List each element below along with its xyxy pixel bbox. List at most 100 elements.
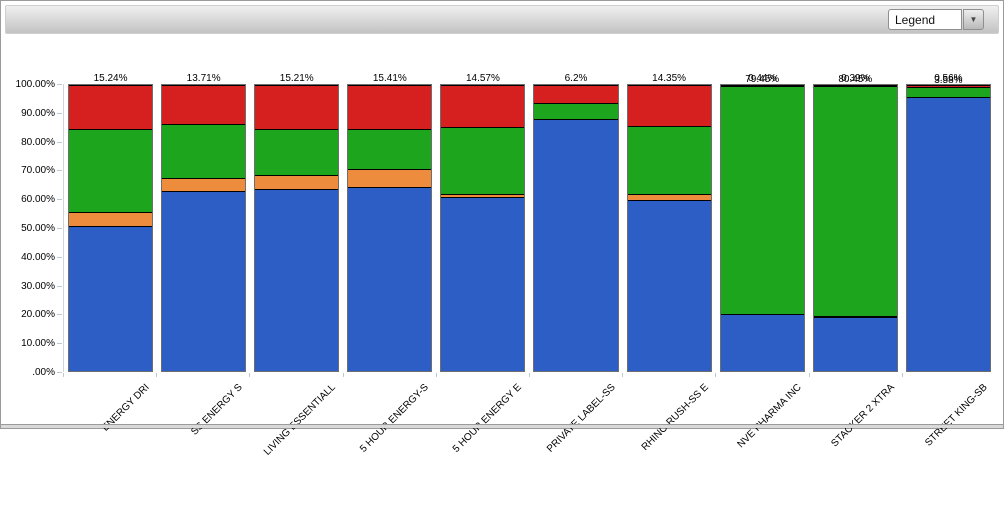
bar-segment-series-red[interactable]: [69, 85, 153, 129]
y-axis-tick-mark: [57, 170, 62, 172]
bar-segment-series-blue[interactable]: [906, 96, 990, 371]
x-axis-tick-mark: [901, 373, 903, 377]
bar-segment-series-orange[interactable]: [348, 169, 432, 187]
y-axis-tick-mark: [57, 256, 62, 258]
y-axis: 100.00% 90.00% 80.00% 70.00% 60.00% 50.00% 40.…: [1, 80, 62, 378]
bar-segment-series-red[interactable]: [720, 85, 804, 87]
bar: 95.86%3.58%0.56%: [905, 73, 991, 372]
segment-value-label: 0.44%: [748, 73, 777, 84]
bar-segment-series-red[interactable]: [255, 85, 339, 129]
bar: 59.91%1.94%23.79%14.35%: [626, 73, 712, 372]
y-axis-tick-label: 40.00%: [21, 251, 55, 263]
legend-dropdown-button[interactable]: ▼: [963, 9, 984, 30]
x-axis-tick-mark: [622, 373, 624, 377]
legend-dropdown-field[interactable]: Legend: [888, 9, 962, 30]
bar: 64.34%6.16%14.1%15.41%: [347, 73, 433, 372]
x-axis-tick-mark: [63, 373, 64, 377]
x-axis-tick-mark: [529, 373, 530, 377]
segment-value-label: 3.58%: [934, 74, 963, 86]
bar-segment-series-red[interactable]: [348, 84, 432, 130]
bar-segment-series-red[interactable]: [813, 85, 897, 87]
bar-segment-series-orange[interactable]: [441, 193, 525, 198]
bar-segment-series-green[interactable]: [441, 126, 525, 194]
bar-segment-series-red[interactable]: [162, 85, 246, 125]
bar: 60.68%1.27%23.48%14.57%: [440, 73, 526, 372]
bar-segment-series-blue[interactable]: [813, 316, 897, 371]
x-axis-tick-mark: [435, 373, 437, 377]
chart-window: Legend ▼ 100.00% 90.00% 80.00% 70.00% 60.00%…: [0, 0, 1004, 458]
legend-dropdown[interactable]: Legend ▼: [888, 9, 984, 30]
bar: 88.04%0.25%5.51%6.2%: [533, 73, 619, 372]
y-axis-tick-mark: [57, 141, 62, 143]
segment-value-label: 0.56%: [934, 73, 963, 84]
x-axis-tick-mark: [156, 373, 158, 377]
bar: 18.93%0.23%80.45%0.39%: [812, 73, 898, 372]
window-bottom-edge: [1, 424, 1003, 428]
bar-segment-series-red[interactable]: [534, 85, 618, 103]
segment-value-label: 6.2%: [564, 73, 588, 84]
x-axis: ENERGY DRI SS ENERGY S LIVING ESSENTIALL 5 …: [63, 372, 995, 459]
plot-area: 50.81%4.82%29.13%15.24%62.91%4.45%18.93%…: [63, 73, 995, 372]
x-axis-tick-mark: [249, 373, 251, 377]
y-axis-tick-label: 100.00%: [15, 79, 55, 90]
y-axis-tick-label: 60.00%: [21, 194, 55, 206]
y-axis-tick-label: 30.00%: [21, 280, 55, 292]
y-axis-tick-label: 50.00%: [21, 223, 55, 234]
bar-segment-series-orange[interactable]: [534, 118, 618, 120]
bar: 50.81%4.82%29.13%15.24%: [68, 73, 154, 372]
y-axis-tick-mark: [57, 372, 62, 373]
bar-segment-series-blue[interactable]: [720, 314, 804, 371]
bar-segment-series-green[interactable]: [162, 124, 246, 179]
y-axis-tick-mark: [57, 314, 62, 316]
bar-segment-series-red[interactable]: [627, 85, 711, 127]
y-axis-tick-label: .00%: [32, 367, 55, 378]
y-axis-tick-mark: [57, 112, 62, 114]
y-axis-tick-mark: [57, 228, 62, 229]
bar-segment-series-red[interactable]: [906, 85, 990, 87]
segment-value-label: 0.39%: [841, 73, 870, 84]
segment-value-label: 13.71%: [186, 73, 221, 84]
bar-segment-series-green[interactable]: [534, 102, 618, 119]
segment-value-label: 15.41%: [372, 72, 407, 84]
y-axis-tick-mark: [57, 84, 62, 85]
segment-value-label: 15.21%: [279, 73, 314, 85]
x-axis-tick-mark: [715, 373, 717, 377]
bar-segment-series-blue[interactable]: [255, 189, 339, 371]
bar-segment-series-green[interactable]: [720, 86, 804, 314]
bar-segment-series-green[interactable]: [813, 86, 897, 317]
y-axis-tick-label: 70.00%: [21, 165, 55, 177]
y-axis-tick-mark: [57, 285, 62, 287]
bar-segment-series-blue[interactable]: [441, 197, 525, 371]
y-axis-tick-label: 80.00%: [21, 136, 55, 148]
chevron-down-icon: ▼: [969, 15, 978, 24]
bar-segment-series-green[interactable]: [627, 126, 711, 195]
bar-segment-series-orange[interactable]: [720, 313, 804, 315]
segment-value-label: 14.57%: [465, 73, 500, 84]
bar-segment-series-green[interactable]: [69, 128, 153, 212]
segment-value-label: 80.45%: [838, 74, 873, 86]
stacked-bar-chart: 100.00% 90.00% 80.00% 70.00% 60.00% 50.00% 40.…: [1, 34, 1003, 458]
bar: 62.91%4.45%18.93%13.71%: [161, 73, 247, 372]
bar: 19.93%0.18%79.45%0.44%: [719, 73, 805, 372]
bar-segment-series-green[interactable]: [348, 129, 432, 170]
bar-segment-series-blue[interactable]: [534, 119, 618, 371]
toolbar: Legend ▼: [5, 5, 999, 34]
y-axis-tick-label: 20.00%: [21, 309, 55, 321]
bar-segment-series-orange[interactable]: [813, 315, 897, 317]
x-axis-tick-mark: [342, 373, 344, 377]
bar-segment-series-orange[interactable]: [69, 211, 153, 226]
bar-segment-series-orange[interactable]: [162, 178, 246, 192]
bar: 63.49%5.02%16.27%15.21%: [254, 73, 340, 372]
bar-segment-series-green[interactable]: [906, 86, 990, 97]
bar-segment-series-orange[interactable]: [627, 194, 711, 200]
bar-segment-series-green[interactable]: [255, 128, 339, 176]
segment-value-label: 79.45%: [745, 74, 780, 86]
bar-segment-series-orange[interactable]: [255, 175, 339, 190]
bar-segment-series-blue[interactable]: [69, 225, 153, 371]
bar-segment-series-blue[interactable]: [162, 191, 246, 371]
x-axis-tick-mark: [808, 373, 810, 377]
bar-segment-series-red[interactable]: [441, 85, 525, 127]
bar-segment-series-blue[interactable]: [627, 199, 711, 371]
y-axis-tick-label: 90.00%: [21, 107, 55, 119]
bar-segment-series-blue[interactable]: [348, 187, 432, 371]
